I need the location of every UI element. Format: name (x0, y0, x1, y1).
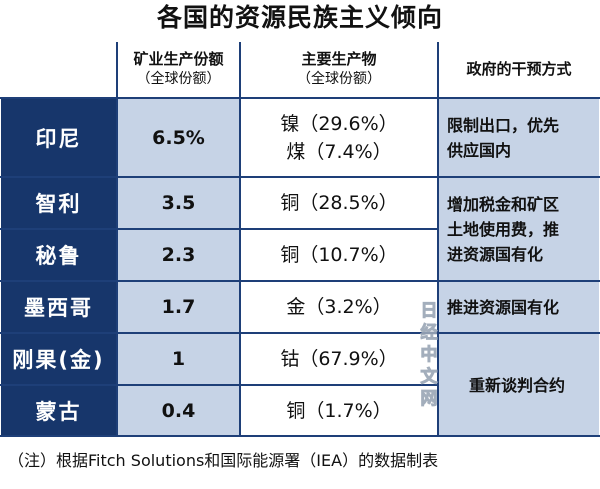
product-cell: 铜（1.7%） (241, 386, 437, 436)
product-item: 铜（1.7%） (286, 400, 392, 422)
product-cell: 镍（29.6%） 煤（7.4%） (241, 100, 437, 176)
share-header-main: 矿业生产份额 (133, 50, 224, 68)
product-cell: 铜（10.7%） (241, 230, 437, 280)
row-divider (0, 384, 439, 386)
gov-cell: 重新谈判合约 (439, 334, 599, 436)
gov-line: 供应国内 (447, 141, 512, 160)
country-cell: 刚果(金) (12, 348, 105, 372)
product-item: 钴（67.9%） (280, 348, 398, 370)
column-divider (239, 42, 241, 436)
share-cell: 6.5% (152, 127, 205, 149)
country-cell: 蒙古 (35, 400, 82, 424)
gov-line: 限制出口，优先 (447, 116, 560, 135)
share-column (118, 98, 239, 436)
share-cell: 0.4 (161, 400, 196, 422)
row-divider (0, 280, 600, 282)
country-cell: 印尼 (35, 127, 82, 151)
gov-cell: 限制出口，优先 供应国内 (439, 100, 599, 176)
product-cell: 金（3.2%） (241, 282, 437, 332)
country-cell: 智利 (35, 192, 82, 216)
gov-header: 政府的干预方式 (439, 42, 599, 96)
gov-column (439, 98, 599, 436)
product-item: 铜（28.5%） (280, 192, 398, 214)
share-cell: 3.5 (161, 192, 196, 214)
product-item: 金（3.2%） (286, 296, 392, 318)
gov-cell: 推进资源国有化 (439, 282, 599, 332)
watermark-char: 网 (420, 389, 438, 410)
product-item: 煤（7.4%） (286, 141, 392, 163)
watermark-char: 文 (420, 367, 438, 388)
gov-line: 重新谈判合约 (468, 375, 565, 395)
row-divider (0, 228, 439, 230)
gov-line: 进资源国有化 (447, 244, 544, 264)
gov-line: 推进资源国有化 (447, 297, 560, 317)
country-column (1, 98, 116, 436)
watermark-logo: 日 经 中 文 网 (418, 300, 440, 410)
watermark-char: 中 (420, 345, 438, 366)
country-cell: 墨西哥 (24, 296, 93, 320)
row-divider (0, 97, 600, 99)
gov-header-main: 政府的干预方式 (466, 60, 572, 78)
product-item: 铜（10.7%） (280, 244, 398, 266)
country-cell: 秘鲁 (35, 244, 82, 268)
share-cell: 2.3 (161, 244, 196, 266)
share-header: 矿业生产份额 （全球份额） (118, 42, 239, 96)
gov-line: 增加税金和矿区 (447, 194, 560, 214)
product-cell: 钴（67.9%） (241, 334, 437, 384)
gov-cell: 增加税金和矿区 土地使用费，推 进资源国有化 (439, 178, 599, 280)
product-column (241, 98, 437, 436)
gov-line: 土地使用费，推 (447, 219, 560, 239)
table-title: 各国的资源民族主义倾向 (156, 3, 443, 32)
footnote: （注）根据Fitch Solutions和国际能源署（IEA）的数据制表 (8, 451, 439, 470)
watermark-char: 经 (420, 323, 438, 344)
column-divider (116, 42, 118, 436)
row-divider (0, 435, 600, 437)
row-divider (0, 332, 600, 334)
row-divider (0, 176, 600, 178)
product-header-sub: （全球份额） (297, 71, 381, 87)
product-item: 镍（29.6%） (280, 113, 398, 135)
share-cell: 1.7 (161, 296, 196, 318)
share-cell: 1 (171, 348, 186, 370)
product-header: 主要生产物 （全球份额） (241, 42, 437, 96)
product-cell: 铜（28.5%） (241, 178, 437, 228)
share-header-sub: （全球份额） (136, 71, 221, 87)
watermark-char: 日 (420, 301, 438, 322)
column-divider (437, 42, 439, 436)
product-header-main: 主要生产物 (301, 50, 377, 68)
